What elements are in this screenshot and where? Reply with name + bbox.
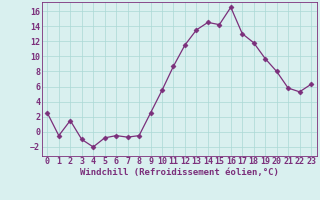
X-axis label: Windchill (Refroidissement éolien,°C): Windchill (Refroidissement éolien,°C): [80, 168, 279, 177]
